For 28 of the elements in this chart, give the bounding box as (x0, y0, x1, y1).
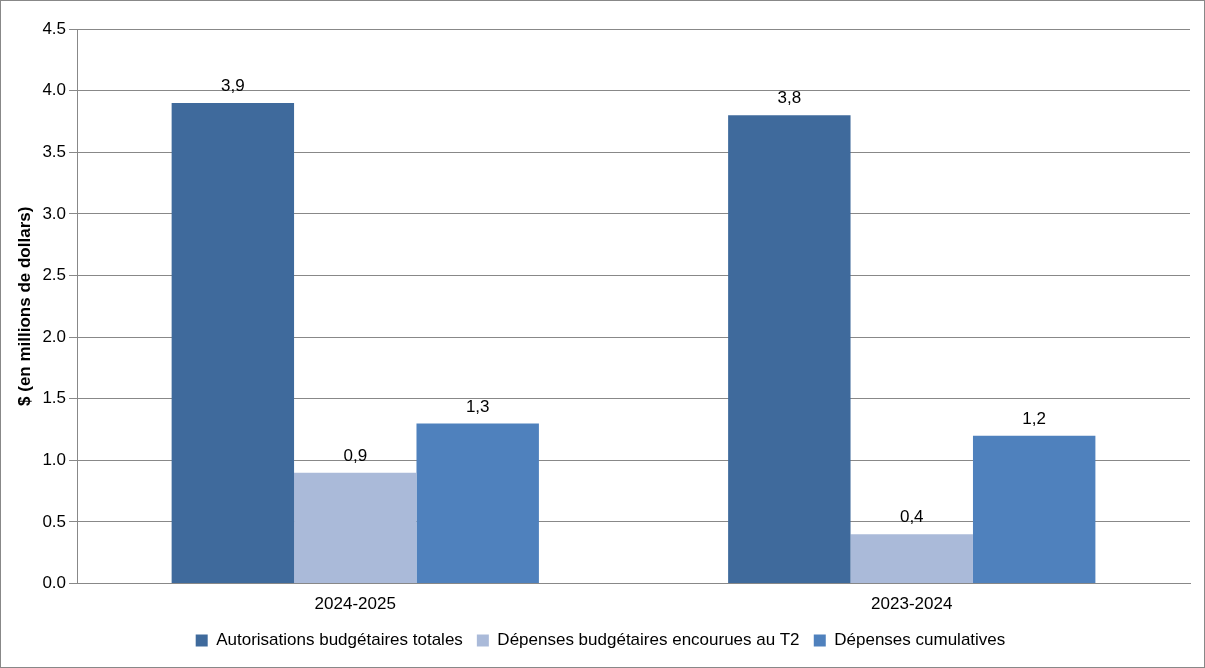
y-axis-title: $ (en millions de dollars) (14, 206, 34, 406)
x-tick-label: 2023-2024 (871, 594, 953, 614)
data-label: 1,2 (1022, 408, 1046, 428)
bar (972, 435, 1096, 584)
y-tick-label: 1.5 (42, 388, 67, 408)
bar (416, 423, 539, 584)
bar (294, 472, 417, 584)
legend-label: Dépenses budgétaires encourues au T2 (497, 630, 800, 650)
y-tick-label: 4.0 (42, 80, 67, 100)
legend-label: Autorisations budgétaires totales (216, 630, 463, 650)
y-tick-label: 0.5 (42, 511, 67, 531)
y-tick-label: 4.5 (42, 18, 67, 38)
y-tick-label: 0.0 (42, 573, 67, 593)
legend-label: Dépenses cumulatives (834, 630, 1006, 650)
y-tick-label: 3.5 (42, 141, 67, 161)
bar (171, 102, 295, 584)
y-tick-label: 1.0 (42, 450, 67, 470)
data-label: 3,9 (221, 76, 245, 96)
y-tick-label: 2.5 (42, 265, 67, 285)
data-label: 0,4 (899, 507, 924, 527)
x-tick-label: 2024-2025 (314, 594, 396, 614)
bar (850, 534, 973, 584)
data-label: 3,8 (777, 88, 802, 108)
data-label: 1,3 (465, 396, 490, 416)
y-tick-label: 3.0 (42, 203, 67, 223)
data-label: 0,9 (343, 445, 368, 465)
bar (728, 115, 851, 584)
y-tick-label: 2.0 (42, 326, 67, 346)
